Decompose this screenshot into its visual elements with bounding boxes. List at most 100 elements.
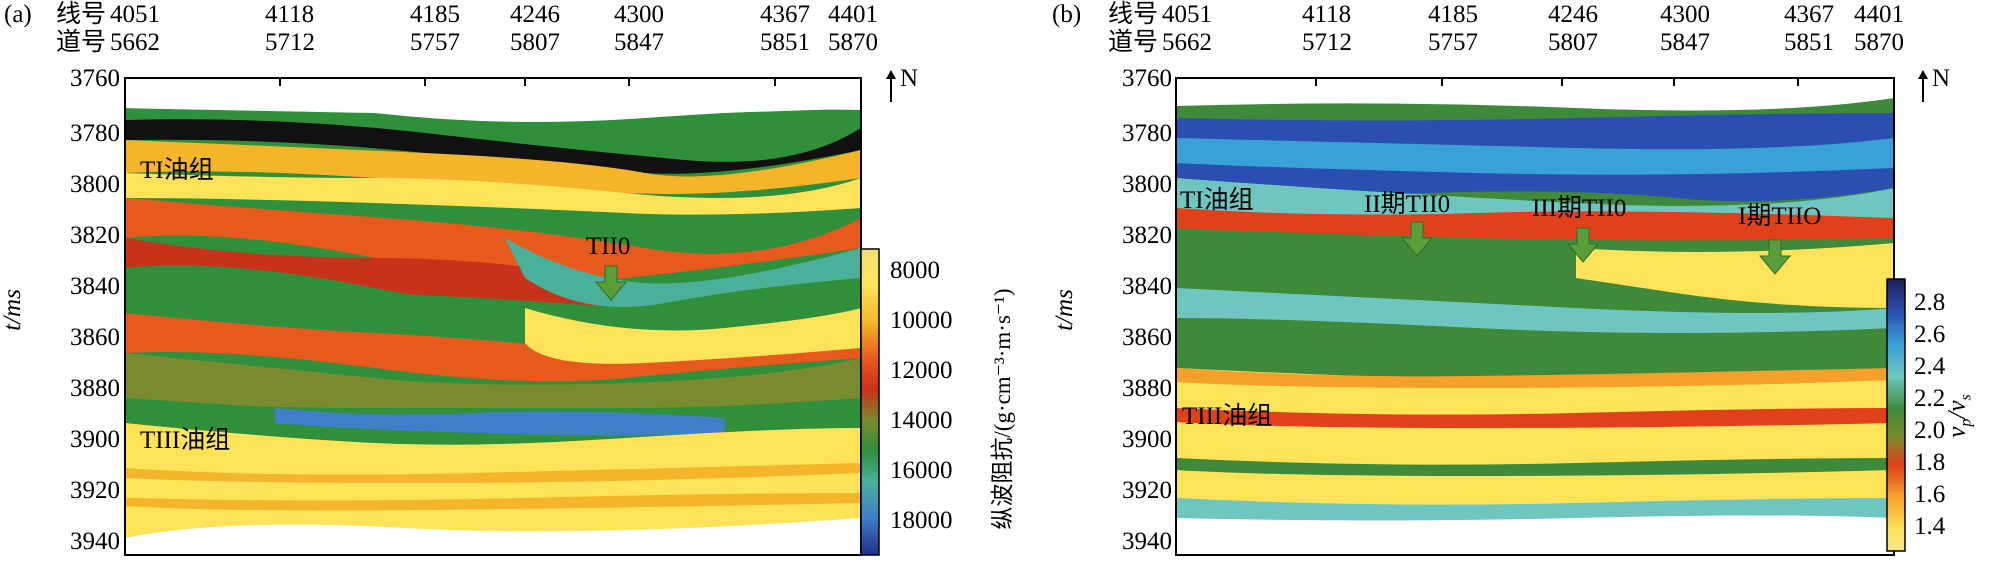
line-number: 4367: [760, 1, 810, 28]
marker-label: III期TII0: [1532, 195, 1627, 222]
y-tick: 3860: [1122, 324, 1172, 351]
colorbar-tick: 2.8: [1914, 289, 1946, 316]
trace-number: 5757: [1428, 29, 1478, 56]
colorbar-tick: 8000: [890, 257, 940, 284]
line-number: 4185: [410, 1, 460, 28]
lower-group-label: TIII油组: [140, 427, 231, 454]
down-arrow-icon: [594, 265, 628, 301]
north-arrow-icon: [1918, 70, 1928, 102]
colorbar-title-sep: /v: [1943, 400, 1971, 419]
y-axis-label: t/ms: [0, 289, 26, 331]
line-number: 4246: [1548, 1, 1598, 28]
colorbar-tick: 18000: [890, 507, 953, 534]
north-label: N: [900, 65, 919, 92]
y-tick: 3900: [70, 426, 120, 453]
marker-label: TII0: [586, 233, 631, 260]
y-tick: 3820: [1122, 222, 1172, 249]
y-tick: 3940: [1122, 528, 1172, 555]
x-ticks: [1175, 78, 1895, 86]
y-tick: 3800: [1122, 171, 1172, 198]
trace-number: 5807: [510, 29, 560, 56]
line-number: 4118: [265, 1, 315, 28]
velocity-ratio-bands: [1176, 78, 1894, 555]
y-tick: 3840: [70, 273, 120, 300]
line-number: 4246: [510, 1, 560, 28]
trace-number: 5662: [1162, 29, 1212, 56]
marker-label: II期TII0: [1364, 191, 1451, 218]
colorbar-tick: 10000: [890, 307, 953, 334]
trace-number: 5712: [1302, 29, 1352, 56]
y-tick: 3940: [70, 528, 120, 555]
colorbar-tick: 2.4: [1914, 353, 1946, 380]
trace-number: 5757: [410, 29, 460, 56]
panel-b-label: (b): [1052, 1, 1082, 28]
colorbar-title-main: v: [1943, 426, 1971, 438]
down-arrow-icon: [1400, 221, 1434, 257]
y-axis-label: t/ms: [1050, 289, 1078, 331]
trace-number: 5870: [828, 29, 878, 56]
down-arrow-icon: [1758, 239, 1792, 275]
y-tick: 3780: [1122, 120, 1172, 147]
line-number: 4300: [1660, 1, 1710, 28]
y-tick: 3900: [1122, 426, 1172, 453]
marker-label: I期TIIO: [1738, 203, 1822, 230]
north-label: N: [1932, 65, 1951, 92]
colorbar-tick: 16000: [890, 457, 953, 484]
colorbar-tick: 14000: [890, 407, 953, 434]
y-tick: 3800: [70, 171, 120, 198]
line-number: 4051: [1162, 1, 1212, 28]
colorbar-title: vp/vs: [1944, 394, 1976, 437]
colorbar-title: 纵波阻抗/(g·cm⁻³·m·s⁻¹): [990, 288, 1015, 530]
trace-number: 5870: [1854, 29, 1904, 56]
colorbar-tick: 2.0: [1914, 417, 1946, 444]
y-tick: 3760: [70, 65, 120, 92]
upper-group-label: TI油组: [140, 157, 214, 184]
trace-number: 5847: [614, 29, 664, 56]
trace-number: 5851: [1784, 29, 1834, 56]
trace-number: 5847: [1660, 29, 1710, 56]
north-arrow-icon: [886, 70, 896, 102]
line-number: 4185: [1428, 1, 1478, 28]
impedance-colorbar: [860, 248, 880, 556]
y-tick: 3840: [1122, 273, 1172, 300]
y-tick: 3920: [1122, 477, 1172, 504]
y-tick: 3820: [70, 222, 120, 249]
line-number: 4401: [828, 1, 878, 28]
colorbar-tick: 1.6: [1914, 481, 1946, 508]
y-tick: 3880: [1122, 375, 1172, 402]
trace-number: 5807: [1548, 29, 1598, 56]
colorbar-title-sub2: s: [1957, 394, 1975, 401]
colorbar-tick: 12000: [890, 357, 953, 384]
y-tick: 3860: [70, 324, 120, 351]
panel-a-label: (a): [4, 1, 32, 28]
panel-a-line-header: 线号: [56, 1, 107, 28]
velocity-ratio-colorbar: [1886, 278, 1906, 552]
colorbar-title-sub1: p: [1957, 418, 1975, 427]
colorbar-tick: 2.2: [1914, 385, 1946, 412]
upper-group-label: TI油组: [1180, 187, 1254, 214]
y-tick: 3920: [70, 477, 120, 504]
y-tick: 3780: [70, 120, 120, 147]
panel-a-trace-header: 道号: [56, 29, 107, 56]
y-tick: 3760: [1122, 65, 1172, 92]
trace-number: 5851: [760, 29, 810, 56]
impedance-section-plot: [124, 77, 862, 556]
line-number: 4401: [1854, 1, 1904, 28]
line-number: 4367: [1784, 1, 1834, 28]
lower-group-label: TIII油组: [1182, 403, 1273, 430]
panel-b-trace-header: 道号: [1108, 29, 1159, 56]
line-number: 4118: [1302, 1, 1352, 28]
colorbar-tick: 1.4: [1914, 513, 1946, 540]
panel-b-line-header: 线号: [1108, 1, 1159, 28]
y-tick: 3880: [70, 375, 120, 402]
down-arrow-icon: [1566, 227, 1600, 263]
line-number: 4051: [110, 1, 160, 28]
trace-number: 5662: [110, 29, 160, 56]
colorbar-tick: 2.6: [1914, 321, 1946, 348]
impedance-bands: [125, 78, 861, 555]
x-ticks: [124, 78, 862, 86]
line-number: 4300: [614, 1, 664, 28]
trace-number: 5712: [265, 29, 315, 56]
colorbar-tick: 1.8: [1914, 449, 1946, 476]
velocity-ratio-section-plot: [1175, 77, 1895, 556]
